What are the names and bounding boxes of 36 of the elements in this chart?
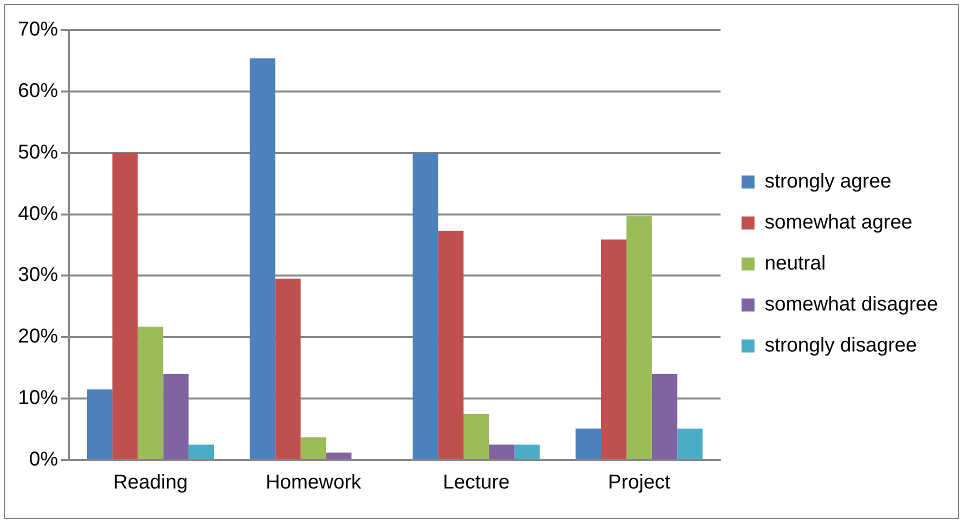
bar: [300, 437, 326, 459]
y-tick-label: 60%: [18, 80, 58, 102]
legend-label: neutral: [764, 252, 826, 275]
y-tick-label: 0%: [29, 448, 58, 471]
bar: [576, 428, 602, 459]
bar: [514, 444, 540, 459]
bar: [677, 428, 703, 459]
bar: [86, 389, 112, 459]
x-tick-label: Homework: [266, 472, 362, 494]
bar: [275, 278, 301, 459]
y-tick-label: 40%: [18, 202, 58, 225]
y-tick-label: 50%: [18, 141, 58, 164]
legend-label: somewhat disagree: [764, 294, 938, 316]
bar: [464, 414, 489, 459]
bar: [326, 452, 352, 459]
bar: [412, 152, 438, 459]
legend-label: somewhat agree: [764, 212, 912, 234]
bar: [652, 374, 678, 459]
y-tick-label: 30%: [18, 264, 58, 286]
x-tick-label: Reading: [113, 472, 188, 494]
x-tick-label: Lecture: [442, 472, 510, 494]
bar: [250, 58, 276, 459]
y-tick-label: 20%: [18, 326, 58, 348]
bar: [626, 216, 652, 459]
bar: [138, 326, 164, 459]
x-tick-label: Project: [608, 472, 671, 494]
bar: [438, 230, 464, 459]
bar: [112, 152, 138, 459]
legend-label: strongly agree: [764, 170, 892, 193]
bar: [488, 444, 514, 459]
y-tick-label: 70%: [18, 18, 58, 41]
legend-label: strongly disagree: [764, 334, 917, 357]
y-tick-label: 10%: [18, 387, 58, 410]
bar: [188, 444, 214, 459]
bar: [163, 374, 189, 459]
bar: [601, 239, 626, 459]
